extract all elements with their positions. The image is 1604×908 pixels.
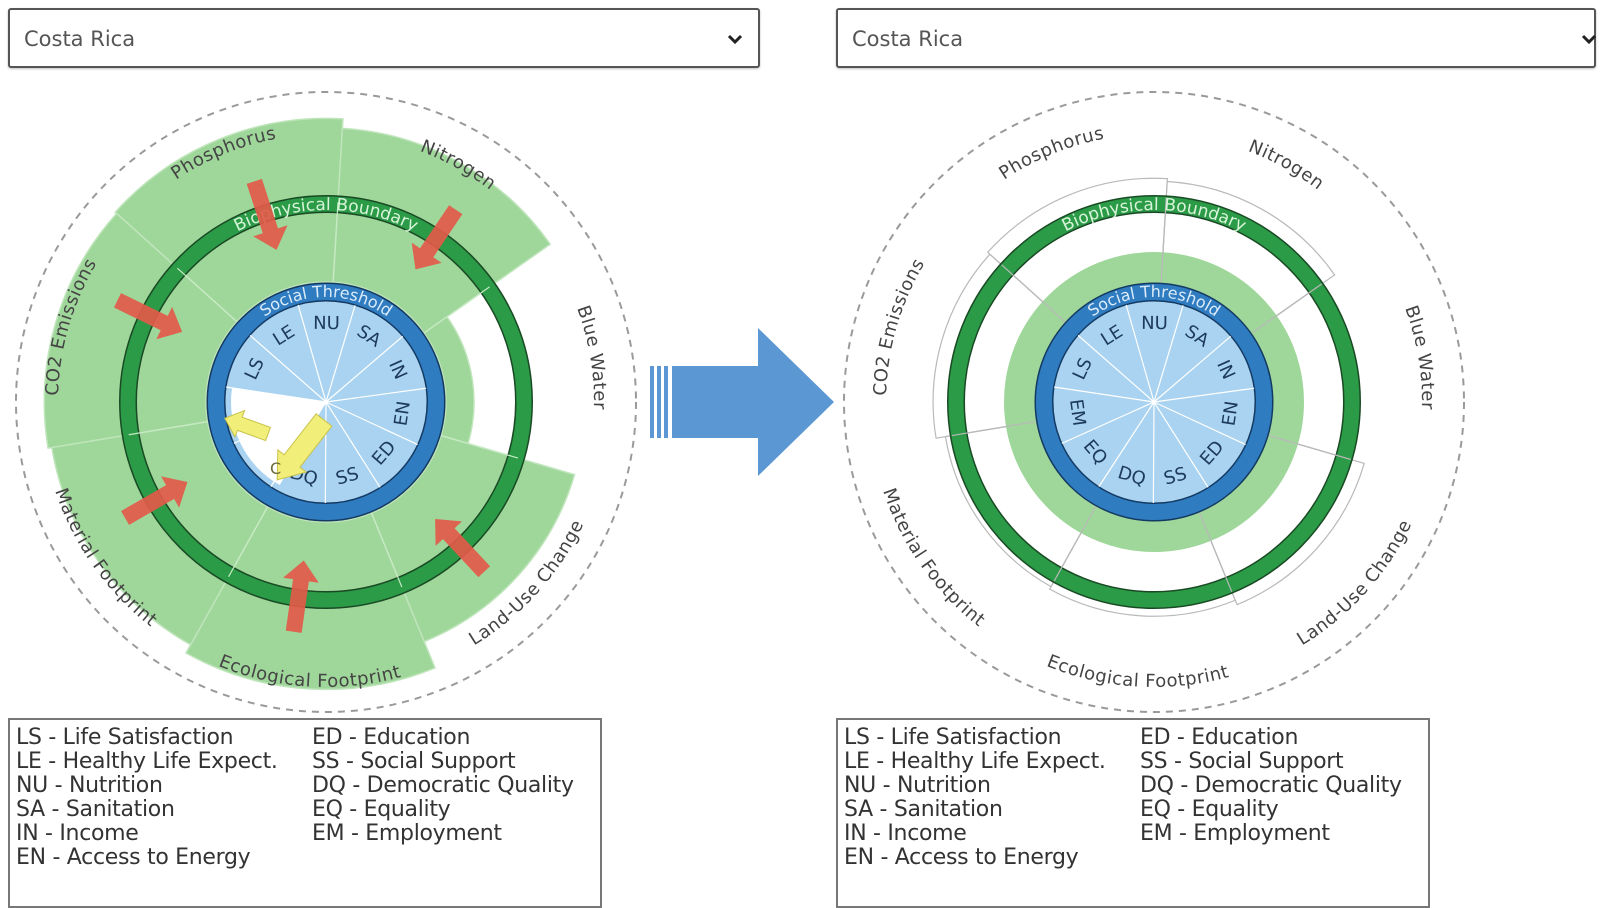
legend-item: SS - Social Support	[1140, 749, 1344, 774]
legend-item: EM - Employment	[312, 821, 502, 846]
biophysical-dimension-label: Blue Water	[572, 303, 610, 410]
biophysical-sector-divider	[1269, 435, 1351, 461]
legend-item: IN - Income	[16, 821, 139, 846]
social-dimension-label: NU	[313, 313, 340, 334]
improve-arrow-icon	[276, 413, 333, 481]
doughnut-diagram-left: NUSAINENEDSSDQLSLEBiophysical BoundarySo…	[15, 91, 637, 713]
outer-dashed-circle	[843, 91, 1465, 713]
biophysical-dimension-label: Ecological Footprint	[1044, 651, 1231, 692]
country-select-right[interactable]: Costa Rica	[836, 8, 1597, 68]
legend-item: EQ - Equality	[1140, 797, 1279, 822]
biophysical-overshoot-sector	[50, 420, 269, 646]
biophysical-sector-divider	[228, 506, 269, 577]
legend-right: LS - Life Satisfaction LE - Healthy Life…	[836, 718, 1430, 908]
biophysical-sector-divider	[1251, 283, 1322, 334]
biophysical-dimension-label: Phosphorus	[995, 123, 1106, 184]
legend-item: EN - Access to Energy	[844, 845, 1079, 870]
pressure-arrow-icon	[283, 560, 319, 633]
social-sector-divider	[1153, 401, 1246, 446]
outer-dashed-circle	[15, 91, 637, 713]
biophysical-sector-divider	[176, 267, 238, 323]
pressure-arrow-icon	[113, 293, 183, 340]
social-sector-divider	[325, 401, 418, 446]
social-sector-divider	[325, 305, 356, 403]
legend-item: SA - Sanitation	[844, 797, 1003, 822]
improve-arrow-icon	[224, 409, 272, 442]
social-dimension-label: EM	[1065, 398, 1089, 428]
biophysical-sector-divider	[1160, 197, 1167, 283]
biophysical-sector-divider	[1198, 512, 1233, 592]
biophysical-sector-divider	[1053, 506, 1097, 582]
social-dimension-label: EN	[390, 400, 414, 428]
legend-item: LS - Life Satisfaction	[844, 725, 1062, 750]
biophysical-sector-divider	[441, 435, 519, 459]
social-sector-divider	[249, 334, 327, 403]
social-sector-divider	[297, 304, 327, 403]
social-shortfall-sector	[231, 387, 326, 486]
biophysical-sector-divider	[951, 421, 1036, 437]
legend-item: DQ - Democratic Quality	[312, 773, 574, 798]
biophysical-boundary-label: Biophysical Boundary	[1059, 195, 1249, 236]
right-arrow-icon	[650, 328, 834, 476]
social-dimension-label: NU	[1141, 313, 1168, 334]
social-sector-divider	[1098, 401, 1155, 487]
legend-item: IN - Income	[844, 821, 967, 846]
social-sector-divider	[1153, 335, 1232, 403]
legend-item: LE - Healthy Life Expect.	[844, 749, 1106, 774]
biophysical-boundary-fill	[948, 196, 1360, 608]
social-sector-divider	[325, 387, 427, 403]
country-select-right-value: Costa Rica	[852, 27, 964, 51]
legend-item: NU - Nutrition	[16, 773, 163, 798]
biophysical-dimension-label: Land-Use Change	[1293, 517, 1416, 650]
biophysical-sector-divider	[423, 286, 490, 334]
pressure-arrow-icon	[411, 205, 463, 270]
legend-item: ED - Education	[1140, 725, 1299, 750]
legend-left: LS - Life Satisfaction LE - Healthy Life…	[8, 718, 602, 908]
legend-item: EQ - Equality	[312, 797, 451, 822]
social-sector-divider	[1077, 334, 1155, 403]
biophysical-boundary-fill	[120, 196, 532, 608]
legend-item: DQ - Democratic Quality	[1140, 773, 1402, 798]
chevron-down-icon	[727, 34, 743, 45]
biophysical-dimension-label: Material Footprint	[878, 485, 989, 631]
legend-item: ED - Education	[312, 725, 471, 750]
social-sector-divider	[325, 335, 404, 403]
social-sector-divider	[1061, 401, 1155, 444]
safe-space-band	[1004, 252, 1304, 552]
social-sector-divider	[1152, 401, 1155, 504]
biophysical-sector-divider	[370, 512, 403, 588]
legend-item: EM - Employment	[1140, 821, 1330, 846]
legend-item: LS - Life Satisfaction	[16, 725, 234, 750]
social-threshold-fill	[208, 284, 444, 520]
pressure-arrow-icon	[121, 476, 188, 525]
social-sector-divider	[1153, 401, 1209, 488]
social-sector-divider	[325, 401, 381, 488]
pressure-arrow-icon	[246, 178, 288, 250]
improve-arrow-label: C	[270, 459, 281, 478]
social-dimension-label: EN	[1218, 400, 1242, 428]
biophysical-sector-divider	[332, 202, 339, 283]
legend-item: SA - Sanitation	[16, 797, 175, 822]
social-threshold-fill	[1036, 284, 1272, 520]
biophysical-sector-divider	[128, 421, 208, 436]
country-select-left-value: Costa Rica	[24, 27, 136, 51]
legend-item: NU - Nutrition	[844, 773, 991, 798]
social-sector-divider	[1125, 304, 1155, 403]
legend-item: LE - Healthy Life Expect.	[16, 749, 278, 774]
social-sector-divider	[1153, 305, 1184, 403]
biophysical-dimension-label: CO2 Emissions	[870, 255, 929, 396]
social-sector-divider	[1153, 387, 1255, 403]
chevron-down-icon	[1581, 34, 1597, 45]
biophysical-dimension-label: Nitrogen	[1246, 136, 1328, 194]
country-select-left[interactable]: Costa Rica	[8, 8, 760, 68]
social-sector-divider	[1054, 386, 1155, 403]
legend-item: SS - Social Support	[312, 749, 516, 774]
biophysical-dimension-label: Blue Water	[1400, 303, 1438, 410]
social-sector-divider	[324, 401, 327, 504]
biophysical-sector-divider	[1001, 264, 1066, 323]
legend-item: EN - Access to Energy	[16, 845, 251, 870]
pressure-arrow-icon	[435, 519, 491, 578]
